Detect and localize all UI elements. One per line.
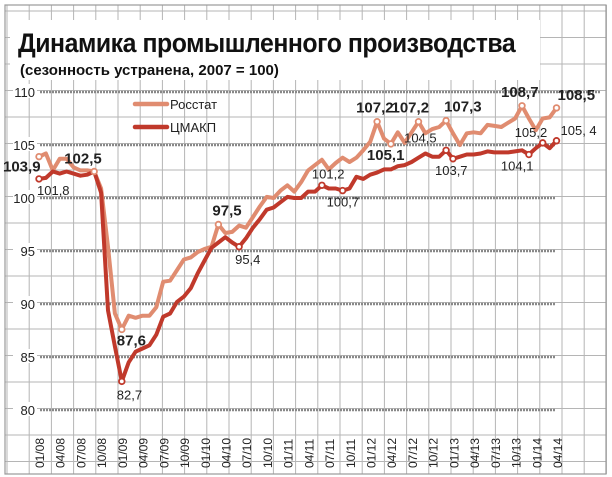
data-label: 97,5 (212, 203, 241, 220)
x-tick-label: 10/11 (344, 439, 358, 468)
x-tick-label: 04/11 (302, 439, 316, 468)
data-point-marker (118, 325, 126, 334)
data-label: 100,7 (327, 195, 360, 210)
data-point-marker (235, 243, 243, 251)
data-point-marker (518, 102, 526, 110)
series-line-cmakp (37, 138, 559, 384)
data-label: 104,5 (404, 130, 437, 145)
y-tick-label: 85 (21, 350, 35, 365)
legend-label-1: ЦМАКП (170, 120, 216, 135)
data-label: 104,1 (501, 159, 534, 174)
x-tick-label: 04/08 (54, 438, 68, 468)
y-tick-label: 105 (13, 138, 35, 153)
data-label: 82,7 (117, 387, 142, 402)
y-tick-label: 90 (21, 297, 35, 312)
x-tick-label: 04/13 (468, 438, 482, 468)
data-label: 103,9 (3, 159, 41, 176)
data-point-marker (442, 146, 450, 154)
title-background (10, 20, 540, 80)
x-tick-label: 07/12 (406, 438, 420, 468)
data-point-marker (338, 186, 347, 195)
y-tick-label: 100 (13, 191, 35, 206)
data-label: 108,5 (558, 87, 596, 104)
data-point-marker (387, 140, 395, 148)
x-tick-label: 01/11 (282, 439, 296, 468)
data-label: 87,6 (117, 332, 146, 349)
y-tick-label-bg (13, 349, 37, 363)
data-point-marker (525, 150, 533, 159)
data-point-marker (442, 116, 450, 125)
data-point-marker (552, 137, 561, 145)
x-tick-label: 07/10 (240, 438, 254, 468)
x-tick-label: 01/13 (447, 438, 461, 468)
data-label: 105,2 (515, 125, 548, 140)
data-label: 95,4 (235, 252, 260, 267)
x-tick-label: 01/10 (199, 438, 213, 468)
data-label: 102,5 (64, 151, 102, 168)
data-point-marker (318, 181, 326, 189)
x-tick-label: 10/13 (510, 438, 524, 468)
data-label: 108,7 (501, 84, 539, 101)
y-tick-label-bg (13, 84, 37, 98)
x-tick-label: 07/09 (157, 438, 171, 468)
x-tick-label: 04/12 (385, 438, 399, 468)
data-label: 107,3 (444, 99, 482, 116)
data-point-marker (35, 175, 43, 183)
y-tick-label: 80 (21, 403, 35, 418)
data-label: 105,1 (367, 147, 405, 164)
y-tick-label-bg (13, 296, 37, 310)
x-tick-label: 04/09 (137, 438, 151, 468)
data-label: 101,2 (312, 166, 345, 181)
data-point-marker (373, 117, 381, 126)
y-tick-label: 110 (14, 85, 35, 100)
x-tick-label: 01/12 (365, 438, 379, 468)
y-tick-label-bg (13, 402, 37, 416)
data-point-marker (35, 152, 43, 161)
x-tick-label: 10/09 (178, 438, 192, 468)
data-point-marker (414, 117, 423, 126)
x-tick-label: 10/10 (261, 438, 275, 468)
x-tick-label: 07/11 (323, 439, 337, 468)
chart-subtitle: (сезонность устранена, 2007 = 100) (20, 62, 279, 79)
series-line-rosstat (37, 103, 559, 332)
data-label: 107,2 (392, 100, 430, 117)
x-tick-label: 04/10 (219, 438, 233, 468)
x-tick-label: 04/14 (551, 438, 565, 468)
data-point-marker (449, 155, 457, 163)
x-tick-label: 10/08 (95, 438, 109, 468)
x-tick-label: 01/14 (530, 438, 544, 468)
x-tick-label: 07/08 (74, 438, 88, 468)
data-point-marker (90, 167, 98, 176)
data-point-marker (214, 220, 223, 229)
y-tick-label-bg (13, 137, 37, 151)
data-label: 107,2 (356, 100, 394, 117)
y-tick-label: 95 (21, 244, 35, 259)
x-tick-label: 07/13 (489, 438, 503, 468)
data-label: 101,8 (37, 183, 70, 198)
x-tick-label: 01/08 (33, 438, 47, 468)
data-point-marker (118, 377, 126, 386)
chart-border (4, 4, 607, 475)
x-tick-label: 01/09 (116, 438, 130, 468)
chart-title: Динамика промышленного производства (18, 28, 516, 58)
data-point-marker (539, 139, 547, 147)
legend-label-0: Росстат (170, 97, 217, 112)
data-label: 105, 4 (561, 123, 597, 138)
y-tick-label-bg (13, 243, 37, 257)
y-tick-label-bg (13, 190, 37, 204)
data-point-marker (552, 104, 561, 112)
x-tick-label: 10/12 (427, 438, 441, 468)
data-label: 103,7 (435, 163, 468, 178)
